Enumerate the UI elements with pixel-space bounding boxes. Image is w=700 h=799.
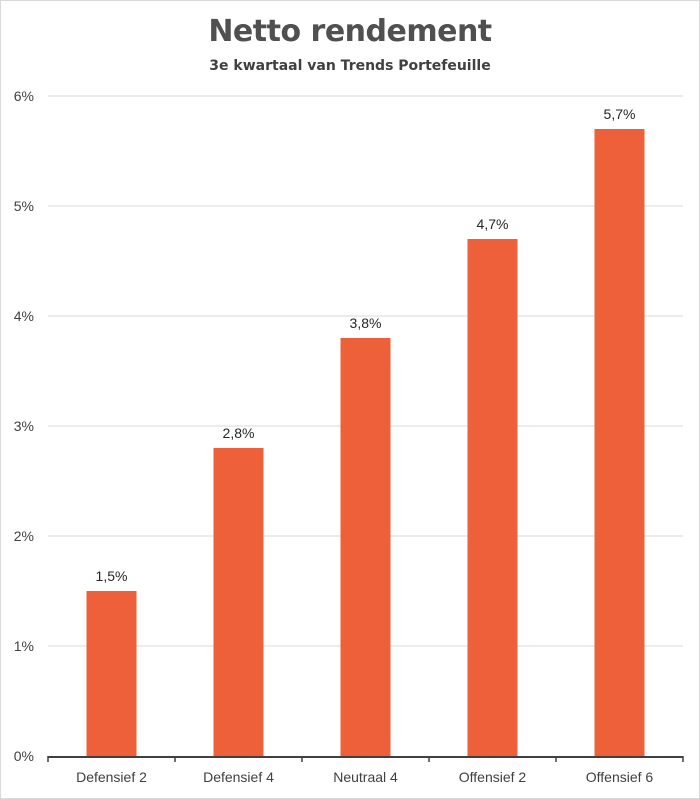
bar (340, 338, 391, 756)
bar (213, 448, 264, 756)
x-tick-label: Offensief 2 (459, 769, 527, 785)
data-label: 2,8% (223, 425, 255, 441)
y-tick-label: 0% (14, 748, 34, 764)
data-label: 4,7% (477, 216, 509, 232)
data-label: 1,5% (96, 568, 128, 584)
chart-subtitle: 3e kwartaal van Trends Portefeuille (209, 58, 491, 74)
y-tick-label: 5% (14, 198, 34, 214)
data-label: 5,7% (604, 106, 636, 122)
y-tick-label: 3% (14, 418, 34, 434)
x-tick-label: Neutraal 4 (333, 769, 398, 785)
x-tick-label: Defensief 2 (76, 769, 147, 785)
x-tick-label: Offensief 6 (586, 769, 654, 785)
y-tick-label: 1% (14, 638, 34, 654)
y-tick-label: 2% (14, 528, 34, 544)
bar (86, 591, 137, 756)
data-label: 3,8% (350, 315, 382, 331)
chart-title: Netto rendement (208, 14, 492, 49)
y-tick-label: 6% (14, 88, 34, 104)
x-tick-label: Defensief 4 (203, 769, 274, 785)
bar (467, 239, 518, 756)
bar (594, 129, 645, 756)
y-tick-label: 4% (14, 308, 34, 324)
